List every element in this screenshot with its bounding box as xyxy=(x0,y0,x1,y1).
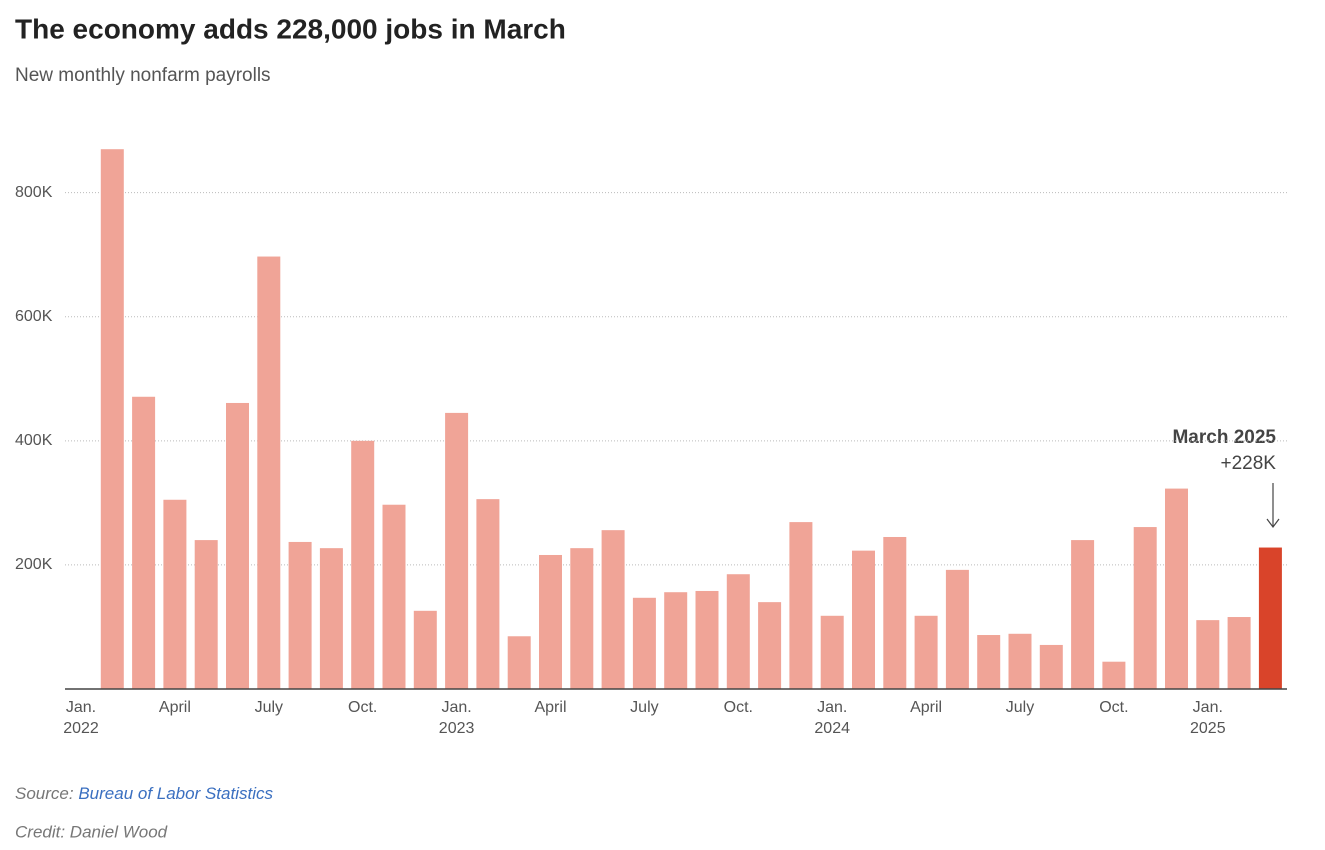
bar xyxy=(257,256,281,689)
y-tick-label: 400K xyxy=(15,432,53,449)
bar xyxy=(664,592,688,689)
x-tick-label: Jan. xyxy=(441,699,471,716)
bar xyxy=(319,548,343,689)
y-tick-label: 800K xyxy=(15,184,53,201)
bar xyxy=(695,590,719,689)
bar xyxy=(601,530,625,689)
y-tick-label: 200K xyxy=(15,556,53,573)
credit: Credit: Daniel Wood xyxy=(15,822,168,841)
bar xyxy=(789,522,813,689)
x-tick-label: April xyxy=(159,699,191,716)
bar xyxy=(413,610,437,689)
bar xyxy=(1071,540,1095,689)
x-tick-label: Jan. xyxy=(1193,699,1223,716)
x-tick-label: Oct. xyxy=(1099,699,1128,716)
y-tick-label: 600K xyxy=(15,308,53,325)
source: Source: Bureau of Labor Statistics xyxy=(15,784,273,803)
bar xyxy=(1102,661,1126,689)
x-tick-label: Oct. xyxy=(348,699,377,716)
bar xyxy=(382,504,406,689)
bar xyxy=(476,499,500,689)
x-tick-label: Jan. xyxy=(817,699,847,716)
annotation-label: +228K xyxy=(1221,453,1277,474)
bar xyxy=(445,412,469,689)
x-tick-label: July xyxy=(255,699,283,716)
x-tick-year: 2022 xyxy=(63,720,99,737)
bar xyxy=(945,569,969,689)
x-tick-label: Jan. xyxy=(66,699,96,716)
x-tick-year: 2023 xyxy=(439,720,475,737)
annotation-title: March 2025 xyxy=(1172,427,1276,448)
bar xyxy=(758,602,782,689)
bar xyxy=(351,440,375,689)
bar xyxy=(632,597,656,689)
bar xyxy=(977,635,1001,689)
bar xyxy=(1258,547,1282,689)
x-tick-label: April xyxy=(534,699,566,716)
x-tick-label: April xyxy=(910,699,942,716)
x-tick-year: 2025 xyxy=(1190,720,1226,737)
chart-title: The economy adds 228,000 jobs in March xyxy=(15,13,566,44)
bar xyxy=(726,574,750,689)
bar xyxy=(194,540,218,689)
x-tick-label: July xyxy=(630,699,658,716)
bar xyxy=(883,536,907,689)
x-tick-year: 2024 xyxy=(814,720,850,737)
bar xyxy=(539,554,562,689)
chart-subtitle: New monthly nonfarm payrolls xyxy=(15,65,271,86)
bar xyxy=(914,615,938,689)
bar xyxy=(226,402,249,689)
x-tick-label: July xyxy=(1006,699,1034,716)
bar xyxy=(163,499,187,689)
annotation-arrowhead xyxy=(1266,518,1280,528)
bar xyxy=(1165,488,1188,689)
source-label: Source: xyxy=(15,784,74,803)
bar xyxy=(507,636,531,689)
x-tick-label: Oct. xyxy=(724,699,753,716)
bar xyxy=(1196,620,1220,689)
bar xyxy=(100,149,124,690)
bar xyxy=(1227,617,1251,689)
bar xyxy=(1008,633,1032,689)
bar xyxy=(820,615,844,689)
bar xyxy=(1039,644,1063,689)
bar xyxy=(288,541,312,689)
bar xyxy=(132,396,156,689)
bar xyxy=(852,550,875,689)
bar xyxy=(570,548,594,689)
source-link[interactable]: Bureau of Labor Statistics xyxy=(78,784,273,803)
bar xyxy=(1133,527,1157,689)
